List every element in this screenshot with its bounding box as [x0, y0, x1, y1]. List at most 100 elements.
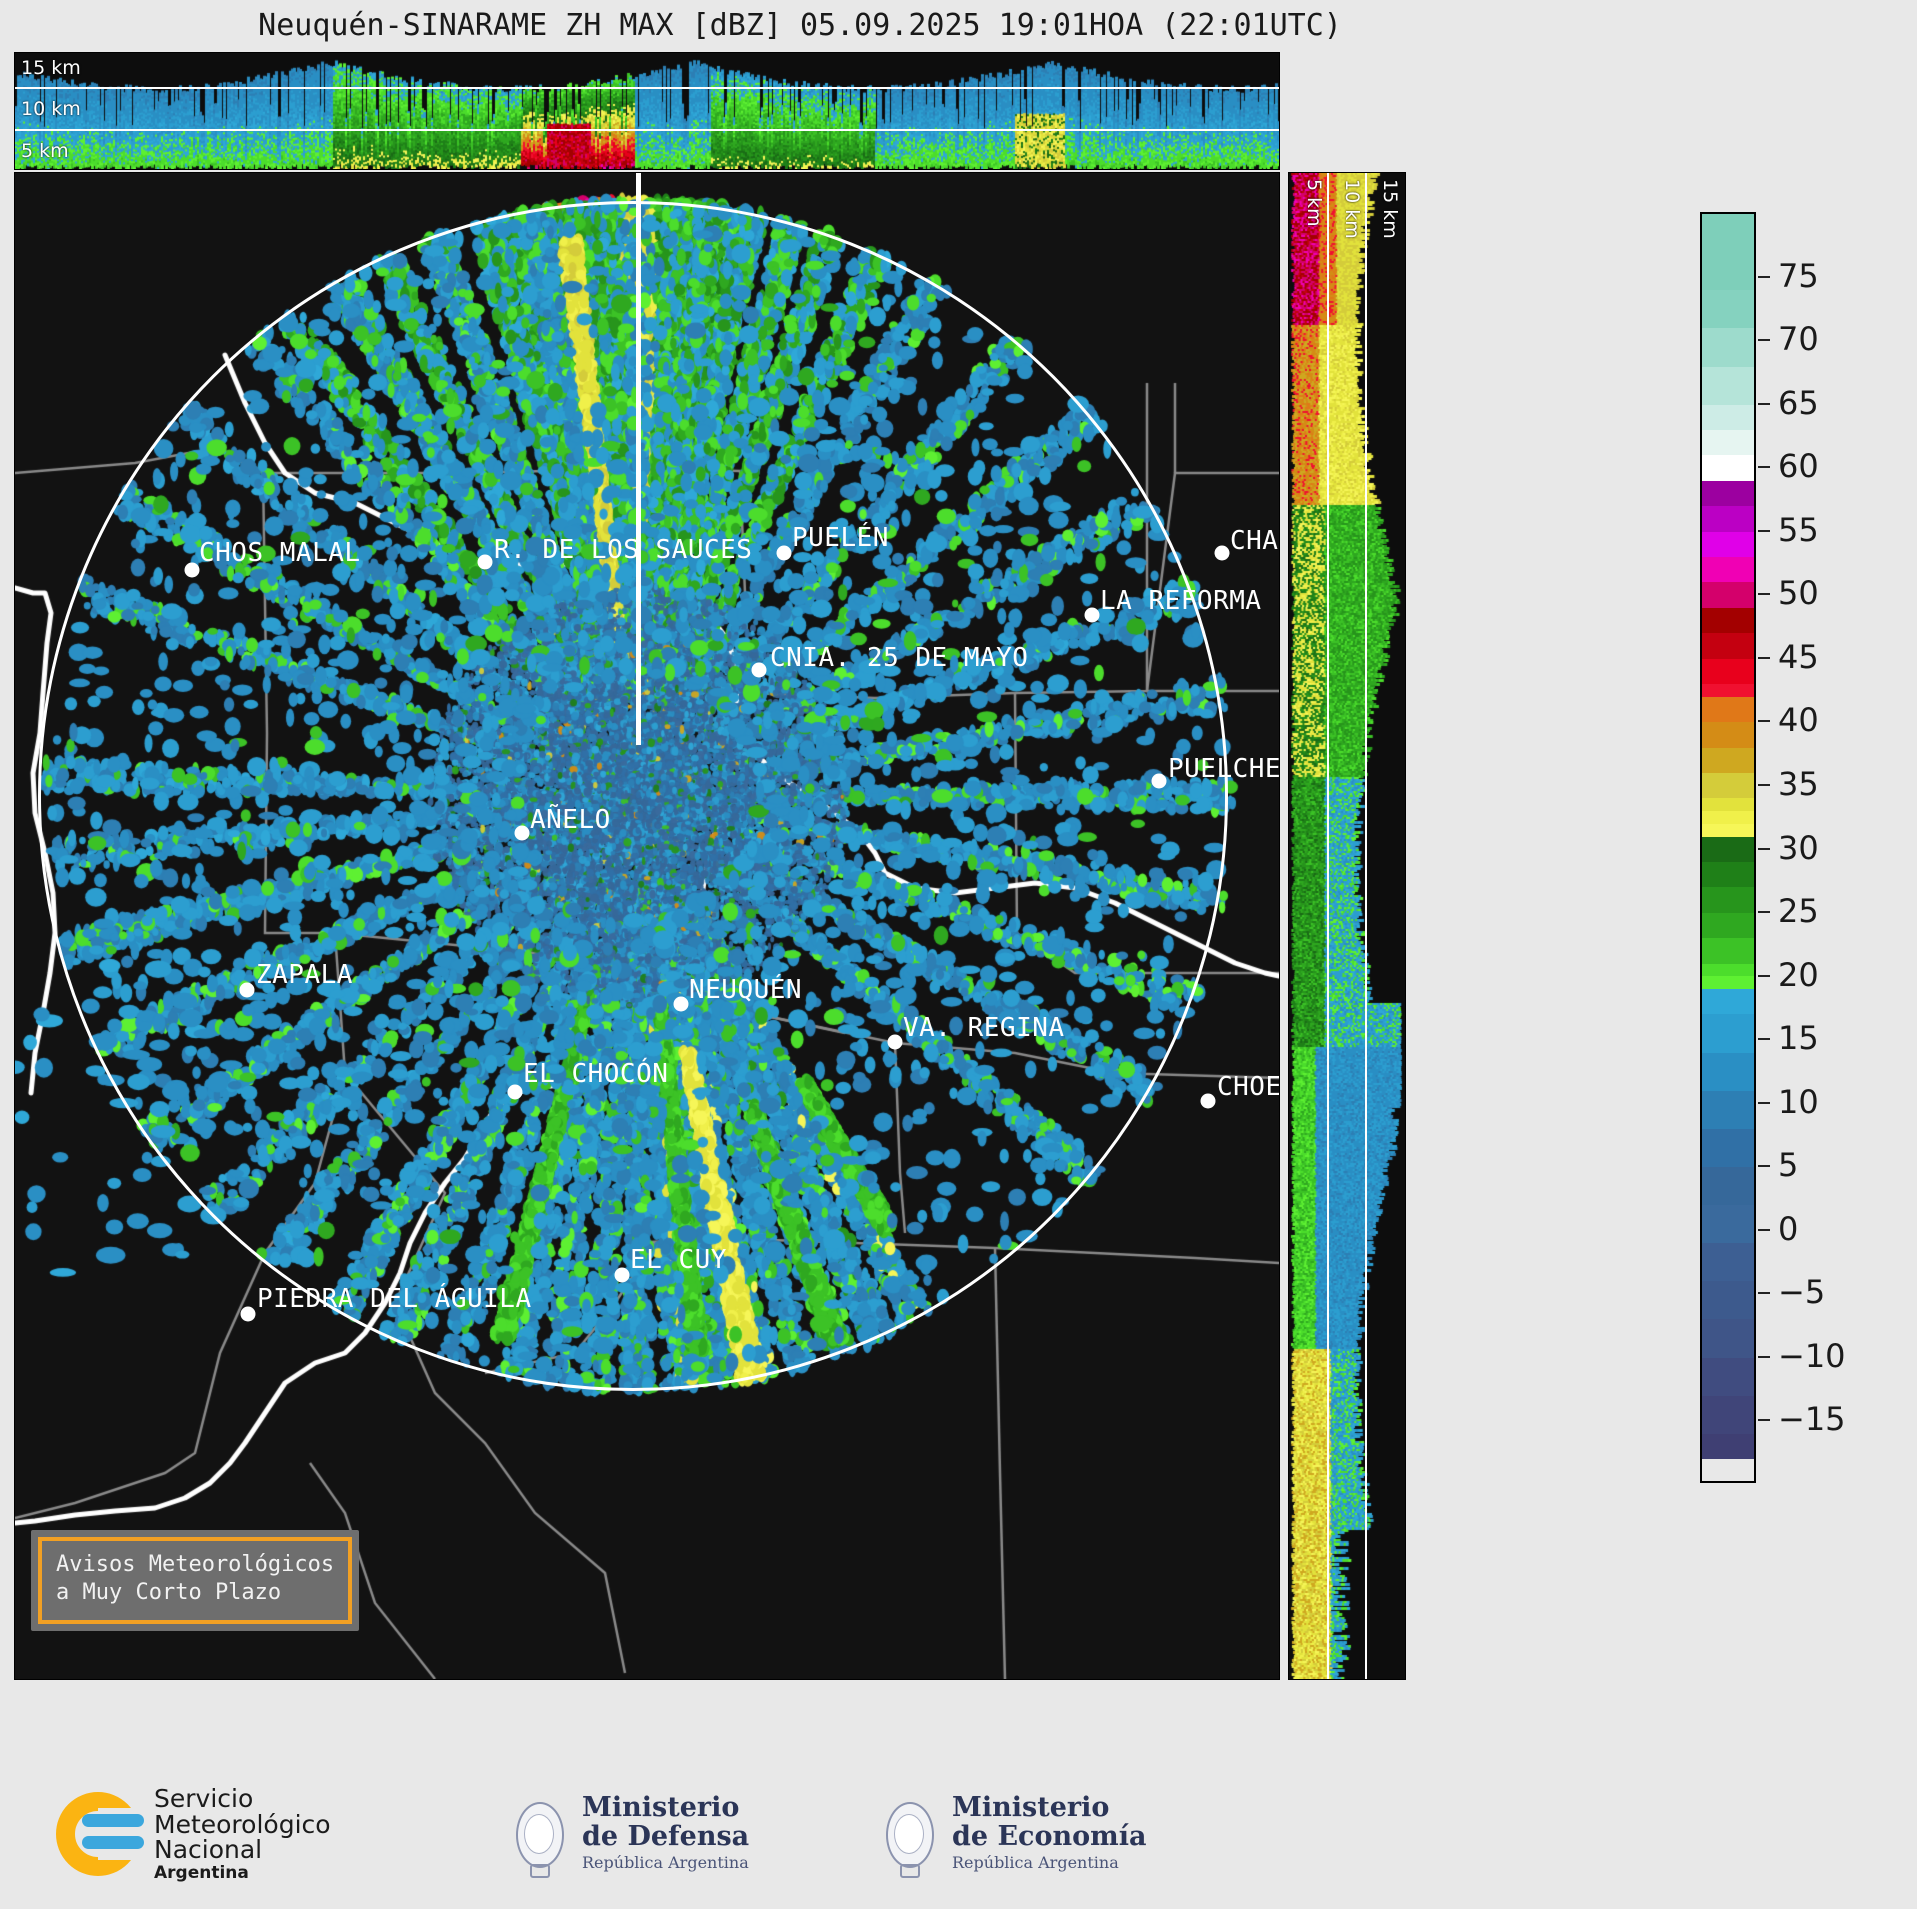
colorbar-segment: [1702, 811, 1754, 824]
colorbar-segment: [1702, 1319, 1754, 1358]
colorbar-segment: [1702, 836, 1754, 862]
colorbar: 75 70 65 60 55 50 45 40 35 30 25 20 15 10 5 0 −5 −10 −15: [1700, 212, 1846, 1483]
height-gridline-5km-vertical: [1327, 173, 1329, 1679]
colorbar-segment: [1702, 658, 1754, 685]
colorbar-segment: [1702, 366, 1754, 405]
colorbar-segment: [1702, 1166, 1754, 1205]
colorbar-tick-label: 30: [1778, 828, 1819, 867]
right-cross-section-canvas: [1289, 173, 1405, 1679]
city-label: ZAPALA: [256, 960, 353, 990]
colorbar-segment: [1702, 1014, 1754, 1053]
colorbar-segment: [1702, 1205, 1754, 1244]
colorbar-segment: [1702, 531, 1754, 558]
colorbar-segment: [1702, 404, 1754, 431]
colorbar-segment: [1702, 938, 1754, 964]
height-gridline-5km: [15, 129, 1279, 131]
city-label: LA REFORMA: [1100, 586, 1262, 616]
economia-line-2: de Economía: [952, 1820, 1147, 1852]
radar-range-ring: [38, 201, 1228, 1391]
height-label-10km-vertical: 10 km: [1341, 179, 1363, 239]
height-label-15km: 15 km: [21, 57, 81, 79]
colorbar-segment: [1702, 455, 1754, 481]
height-gridline-10km: [15, 87, 1279, 89]
city-label: EL CHOCÓN: [523, 1059, 669, 1089]
colorbar-segment: [1702, 1052, 1754, 1091]
footer-logos: Servicio Meteorológico Nacional Argentin…: [0, 1756, 1917, 1909]
colorbar-segment: [1702, 963, 1754, 977]
city-dot: [514, 825, 530, 841]
city-label: PUELCHES: [1168, 754, 1280, 784]
colorbar-segment: [1702, 684, 1754, 697]
colorbar-segment: [1702, 252, 1754, 291]
city-dot: [507, 1084, 523, 1100]
colorbar-segment: [1702, 887, 1754, 913]
colorbar-tick: [1758, 783, 1770, 786]
smn-wave-icon-2: [82, 1835, 144, 1849]
colorbar-tick-label: −10: [1778, 1336, 1846, 1375]
defensa-line-1: Ministerio: [582, 1791, 740, 1823]
city-label: VA. REGINA: [903, 1013, 1065, 1043]
economia-sub: República Argentina: [952, 1853, 1119, 1873]
smn-line-1: Servicio: [154, 1784, 254, 1813]
colorbar-tick-label: 15: [1778, 1019, 1819, 1058]
colorbar-tick-label: 45: [1778, 637, 1819, 676]
colorbar-segment: [1702, 328, 1754, 367]
colorbar-segment: [1702, 823, 1754, 837]
colorbar-tick-label: 5: [1778, 1146, 1799, 1185]
city-dot: [240, 1306, 256, 1322]
colorbar-tick: [1758, 1038, 1770, 1041]
colorbar-segment: [1702, 506, 1754, 532]
height-label-5km: 5 km: [21, 140, 69, 162]
colorbar-tick-label: −15: [1778, 1400, 1846, 1439]
colorbar-segment: [1702, 607, 1754, 634]
smn-sub: Argentina: [154, 1862, 249, 1883]
colorbar-segment: [1702, 861, 1754, 888]
height-label-10km: 10 km: [21, 98, 81, 120]
colorbar-segment: [1702, 722, 1754, 748]
colorbar-segment: [1702, 290, 1754, 329]
city-label: NEUQUÉN: [689, 975, 803, 1005]
colorbar-tick: [1758, 847, 1770, 850]
city-label: PIEDRA DEL ÁGUILA: [257, 1284, 532, 1314]
colorbar-segment: [1702, 430, 1754, 456]
colorbar-tick: [1758, 1355, 1770, 1358]
city-dot: [776, 545, 792, 561]
argentina-coat-of-arms-icon-2: [880, 1786, 936, 1878]
city-label: CHACH: [1230, 526, 1279, 556]
page-title: Neuquén-SINARAME ZH MAX [dBZ] 05.09.2025…: [258, 8, 1342, 43]
plan-view-map-panel: CHOS MALAL R. DE LOS SAUCES PUELÉN CHACH LA …: [14, 172, 1280, 1680]
colorbar-tick: [1758, 720, 1770, 723]
coat-inner-2: [894, 1814, 924, 1854]
smn-line-3: Nacional: [154, 1835, 263, 1864]
colorbar-tick: [1758, 974, 1770, 977]
colorbar-segment: [1702, 633, 1754, 659]
colorbar-tick: [1758, 275, 1770, 278]
smn-wordmark: Servicio Meteorológico Nacional Argentin…: [154, 1786, 331, 1882]
colorbar-segment: [1702, 1243, 1754, 1282]
colorbar-segment: [1702, 798, 1754, 812]
colorbar-tick-label: 75: [1778, 256, 1819, 295]
colorbar-tick-label: 60: [1778, 447, 1819, 486]
economia-wordmark: Ministerio de Economía República Argenti…: [952, 1793, 1146, 1872]
warning-line-2: a Muy Corto Plazo: [56, 1580, 282, 1606]
colorbar-tick-label: 25: [1778, 892, 1819, 931]
colorbar-segment: [1702, 976, 1754, 989]
warning-line-1: Avisos Meteorológicos: [56, 1551, 335, 1577]
warning-badge[interactable]: Avisos Meteorológicos a Muy Corto Plazo: [31, 1529, 360, 1631]
colorbar-tick: [1758, 339, 1770, 342]
colorbar-tick: [1758, 402, 1770, 405]
colorbar-tick: [1758, 1292, 1770, 1295]
city-label: CNIA. 25 DE MAYO: [770, 643, 1029, 673]
colorbar-segment: [1702, 557, 1754, 583]
colorbar-tick-label: 40: [1778, 701, 1819, 740]
economia-line-1: Ministerio: [952, 1791, 1110, 1823]
colorbar-tick-label: 55: [1778, 510, 1819, 549]
coat-rays-icon: [524, 1788, 552, 1806]
colorbar-tick: [1758, 911, 1770, 914]
logo-ministerio-defensa: Ministerio de Defensa República Argentin…: [510, 1786, 749, 1878]
logo-smn: Servicio Meteorológico Nacional Argentin…: [56, 1786, 331, 1882]
colorbar-segment: [1702, 582, 1754, 608]
colorbar-segment: [1702, 1357, 1754, 1396]
colorbar-tick: [1758, 656, 1770, 659]
colorbar-tick-label: −5: [1778, 1273, 1826, 1312]
